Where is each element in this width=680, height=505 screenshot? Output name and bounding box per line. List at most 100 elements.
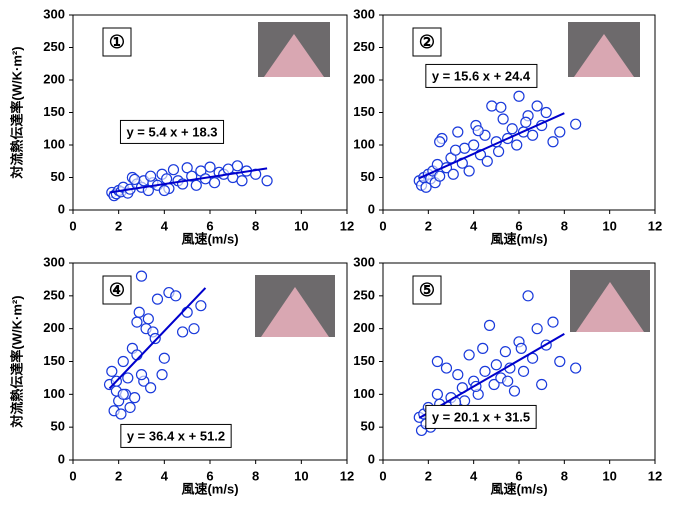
x-axis-label: 風速(m/s): [490, 231, 547, 246]
point: [460, 396, 470, 406]
equation: y = 20.1 x + 31.5: [432, 409, 530, 424]
x-tick-label: 10: [294, 218, 308, 233]
point: [435, 137, 445, 147]
point: [123, 373, 133, 383]
x-tick-label: 8: [561, 218, 568, 233]
point: [432, 389, 442, 399]
y-tick-label: 150: [353, 353, 375, 368]
y-tick-label: 0: [368, 451, 375, 466]
x-tick-label: 12: [648, 218, 662, 233]
y-axis-label: 対流熱伝達率(W/K·m²): [9, 46, 24, 179]
x-tick-label: 10: [602, 468, 616, 483]
point: [432, 357, 442, 367]
y-tick-label: 300: [353, 254, 375, 269]
point: [435, 171, 445, 181]
point: [157, 370, 167, 380]
point: [132, 317, 142, 327]
y-tick-label: 100: [353, 386, 375, 401]
x-tick-label: 12: [648, 468, 662, 483]
point: [137, 370, 147, 380]
y-tick-label: 300: [43, 6, 65, 21]
point: [500, 347, 510, 357]
point: [189, 324, 199, 334]
y-axis-label: 対流熱伝達率(W/K·m²): [9, 295, 24, 428]
point: [473, 126, 483, 136]
point: [507, 124, 517, 134]
point: [118, 357, 128, 367]
point: [196, 301, 206, 311]
x-tick-label: 4: [470, 468, 478, 483]
y-tick-label: 200: [43, 71, 65, 86]
point: [532, 324, 542, 334]
point: [125, 402, 135, 412]
point: [548, 317, 558, 327]
y-tick-label: 0: [58, 201, 65, 216]
point: [130, 393, 140, 403]
point: [178, 327, 188, 337]
x-tick-label: 4: [470, 218, 478, 233]
point: [491, 360, 501, 370]
x-tick-label: 10: [602, 218, 616, 233]
point: [134, 307, 144, 317]
point: [137, 271, 147, 281]
point: [205, 162, 215, 172]
point: [107, 366, 117, 376]
y-tick-label: 200: [353, 320, 375, 335]
panel-label: ④: [109, 280, 125, 300]
point: [464, 350, 474, 360]
point: [555, 127, 565, 137]
point: [237, 176, 247, 186]
point: [159, 353, 169, 363]
point: [496, 102, 506, 112]
y-tick-label: 100: [353, 136, 375, 151]
x-tick-label: 0: [69, 468, 76, 483]
x-tick-label: 4: [161, 468, 169, 483]
x-tick-label: 12: [340, 468, 354, 483]
x-tick-label: 0: [379, 468, 386, 483]
x-tick-label: 12: [340, 218, 354, 233]
x-tick-label: 4: [161, 218, 169, 233]
point: [116, 409, 126, 419]
point: [548, 137, 558, 147]
point: [152, 294, 162, 304]
y-tick-label: 250: [43, 287, 65, 302]
x-tick-label: 0: [69, 218, 76, 233]
x-tick-label: 8: [561, 468, 568, 483]
point: [523, 291, 533, 301]
point: [210, 178, 220, 188]
y-tick-label: 0: [368, 201, 375, 216]
x-tick-label: 2: [115, 218, 122, 233]
point: [262, 176, 272, 186]
point: [537, 379, 547, 389]
point: [532, 101, 542, 111]
x-tick-label: 2: [115, 468, 122, 483]
point: [480, 366, 490, 376]
point: [130, 174, 140, 184]
figure: 050100150200250300024681012風速(m/s)対流熱伝達率…: [0, 0, 680, 505]
equation: y = 5.4 x + 18.3: [126, 124, 217, 139]
point: [516, 343, 526, 353]
point: [498, 114, 508, 124]
y-tick-label: 150: [353, 104, 375, 119]
x-axis-label: 風速(m/s): [181, 481, 238, 496]
y-tick-label: 200: [353, 71, 375, 86]
y-tick-label: 250: [353, 39, 375, 54]
point: [146, 383, 156, 393]
x-tick-label: 10: [294, 468, 308, 483]
y-tick-label: 250: [353, 287, 375, 302]
point: [453, 127, 463, 137]
point: [509, 386, 519, 396]
y-tick-label: 150: [43, 353, 65, 368]
point: [519, 366, 529, 376]
point: [521, 117, 531, 127]
point: [494, 147, 504, 157]
y-tick-label: 250: [43, 39, 65, 54]
panel-label: ⑤: [419, 280, 435, 300]
point: [482, 156, 492, 166]
point: [232, 161, 242, 171]
point: [487, 101, 497, 111]
x-axis-label: 風速(m/s): [490, 481, 547, 496]
y-tick-label: 300: [43, 254, 65, 269]
point: [528, 130, 538, 140]
y-tick-label: 50: [51, 419, 65, 434]
